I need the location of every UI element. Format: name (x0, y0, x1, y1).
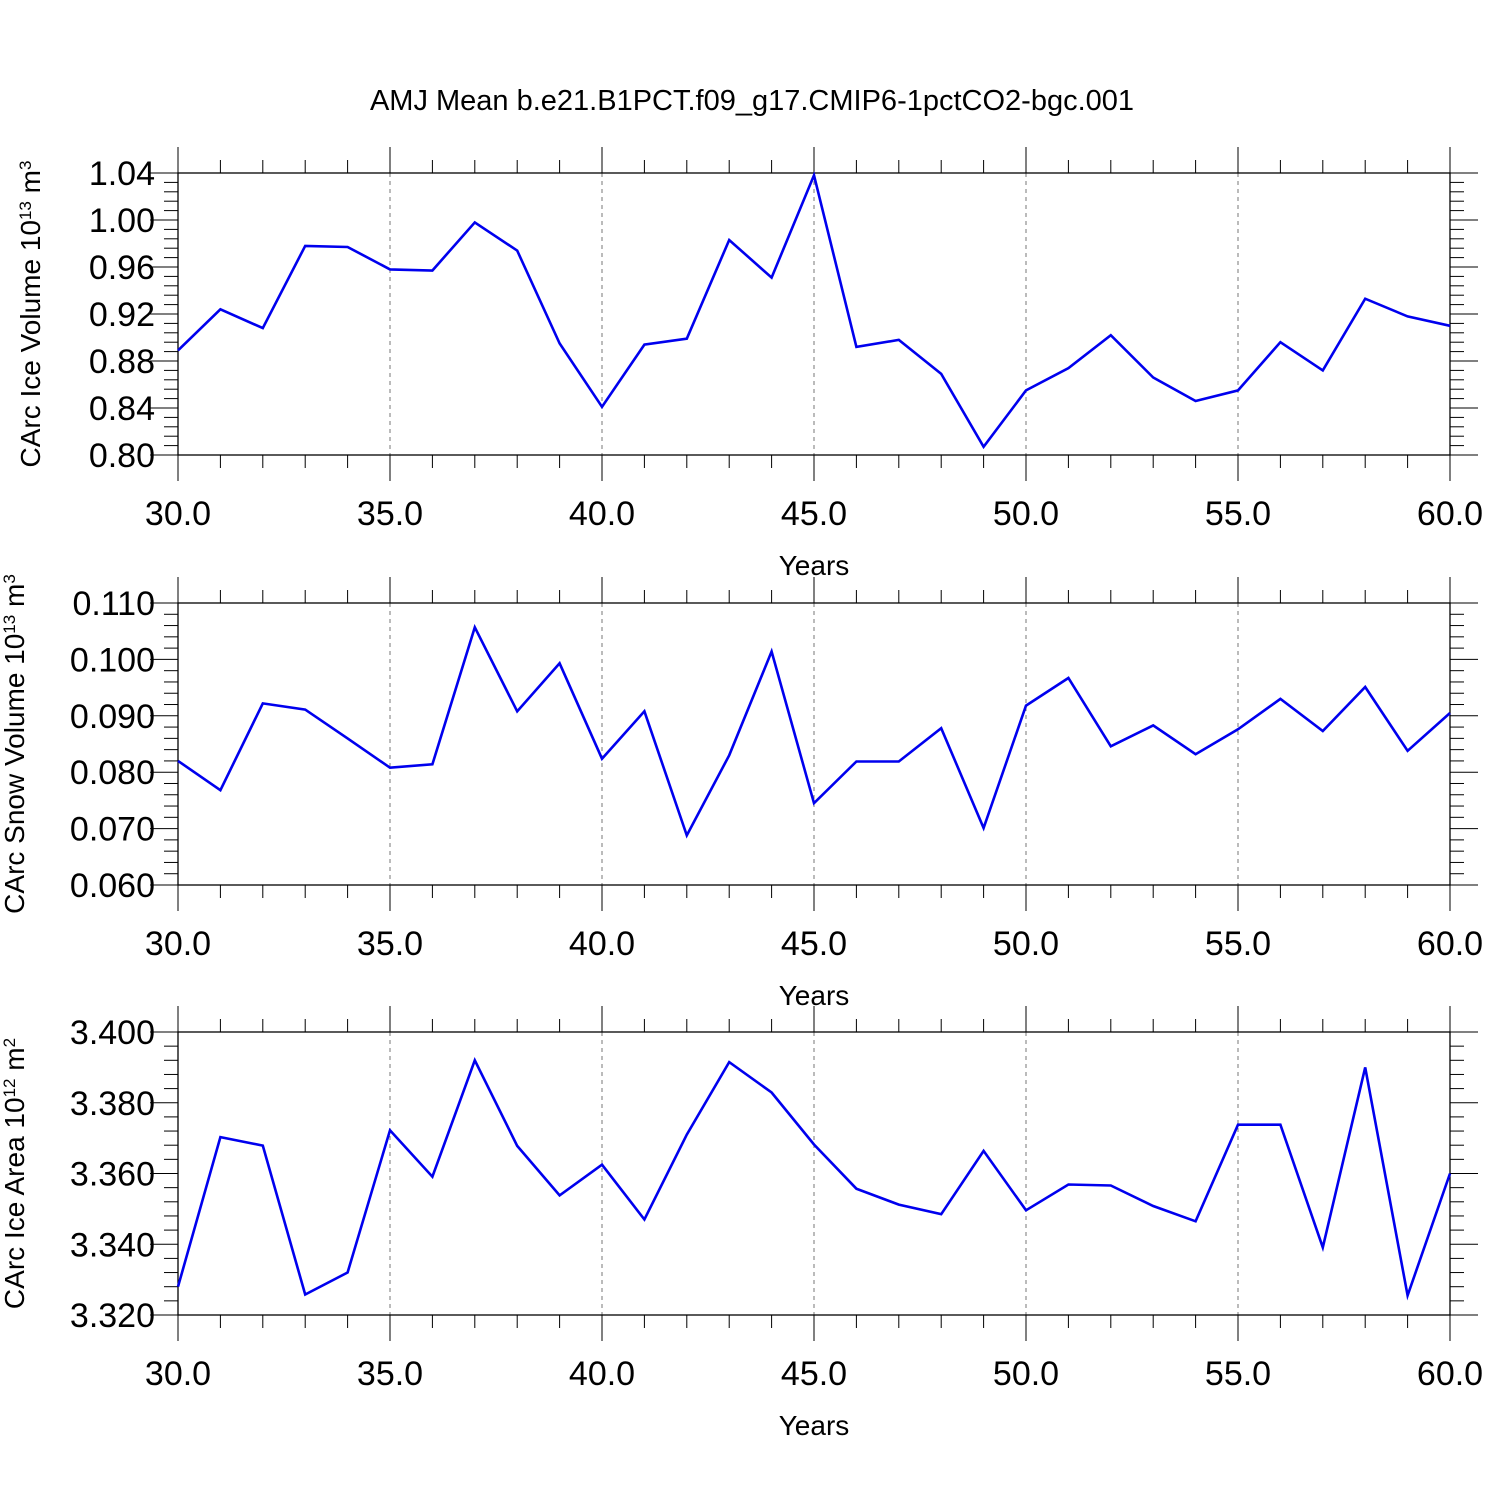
x-tick-label: 55.0 (1205, 925, 1271, 963)
y-tick-label: 0.060 (70, 867, 155, 905)
y-tick-label: 1.04 (89, 155, 155, 193)
x-axis-label: Years (779, 550, 850, 581)
y-tick-label: 3.380 (70, 1085, 155, 1123)
y-tick-label: 0.80 (89, 437, 155, 475)
x-tick-label: 60.0 (1417, 1355, 1483, 1393)
series-line (176, 1057, 1452, 1301)
panel-1: 30.0 35.0 40.0 45.0 50.0 55.0 60.0 0.80 0.84 0.88… (15, 147, 1483, 581)
x-tick-label: 40.0 (569, 1355, 635, 1393)
y-axis-label: CArc Ice Area 1012 m2 (0, 1038, 30, 1309)
x-tick-label: 30.0 (145, 925, 211, 963)
x-tick-label: 45.0 (781, 925, 847, 963)
x-tick-label: 45.0 (781, 1355, 847, 1393)
x-tick-label: 55.0 (1205, 495, 1271, 533)
y-tick-label: 0.080 (70, 754, 155, 792)
x-tick-label: 50.0 (993, 925, 1059, 963)
series-line (177, 623, 1451, 839)
y-tick-label: 0.92 (89, 296, 155, 334)
y-tick-label: 3.360 (70, 1156, 155, 1194)
x-tick-label: 40.0 (569, 925, 635, 963)
y-tick-label: 0.070 (70, 811, 155, 849)
y-tick-label: 0.100 (70, 641, 155, 679)
x-tick-label: 60.0 (1417, 925, 1483, 963)
y-tick-label: 0.090 (70, 698, 155, 736)
x-tick-label: 30.0 (145, 1355, 211, 1393)
y-tick-label: 3.400 (70, 1014, 155, 1052)
x-tick-label: 50.0 (993, 495, 1059, 533)
x-tick-label: 35.0 (357, 1355, 423, 1393)
y-tick-label: 3.320 (70, 1297, 155, 1335)
x-tick-label: 40.0 (569, 495, 635, 533)
panel-3: 30.0 35.0 40.0 45.0 50.0 55.0 60.0 3.320 3.340 3.… (0, 1006, 1483, 1441)
figure-title: AMJ Mean b.e21.B1PCT.f09_g17.CMIP6-1pctC… (370, 85, 1134, 117)
y-axis-label: CArc Snow Volume 1013 m3 (0, 574, 30, 914)
x-tick-label: 35.0 (357, 925, 423, 963)
y-tick-label: 0.84 (89, 390, 155, 428)
y-tick-label: 0.88 (89, 343, 155, 381)
x-tick-label: 30.0 (145, 495, 211, 533)
y-tick-label: 3.340 (70, 1226, 155, 1264)
x-tick-label: 60.0 (1417, 495, 1483, 533)
panel-2: 30.0 35.0 40.0 45.0 50.0 55.0 60.0 0.060 0.070 0.… (0, 574, 1483, 1011)
x-axis-label: Years (779, 1410, 850, 1441)
y-tick-label: 0.110 (72, 585, 155, 623)
series-line (177, 171, 1451, 450)
x-tick-label: 35.0 (357, 495, 423, 533)
y-axis-label: CArc Ice Volume 1013 m3 (15, 161, 46, 468)
y-tick-label: 1.00 (89, 202, 155, 240)
y-tick-label: 0.96 (89, 249, 155, 287)
x-tick-label: 50.0 (993, 1355, 1059, 1393)
x-axis-label: Years (779, 980, 850, 1011)
x-tick-label: 55.0 (1205, 1355, 1271, 1393)
x-tick-label: 45.0 (781, 495, 847, 533)
